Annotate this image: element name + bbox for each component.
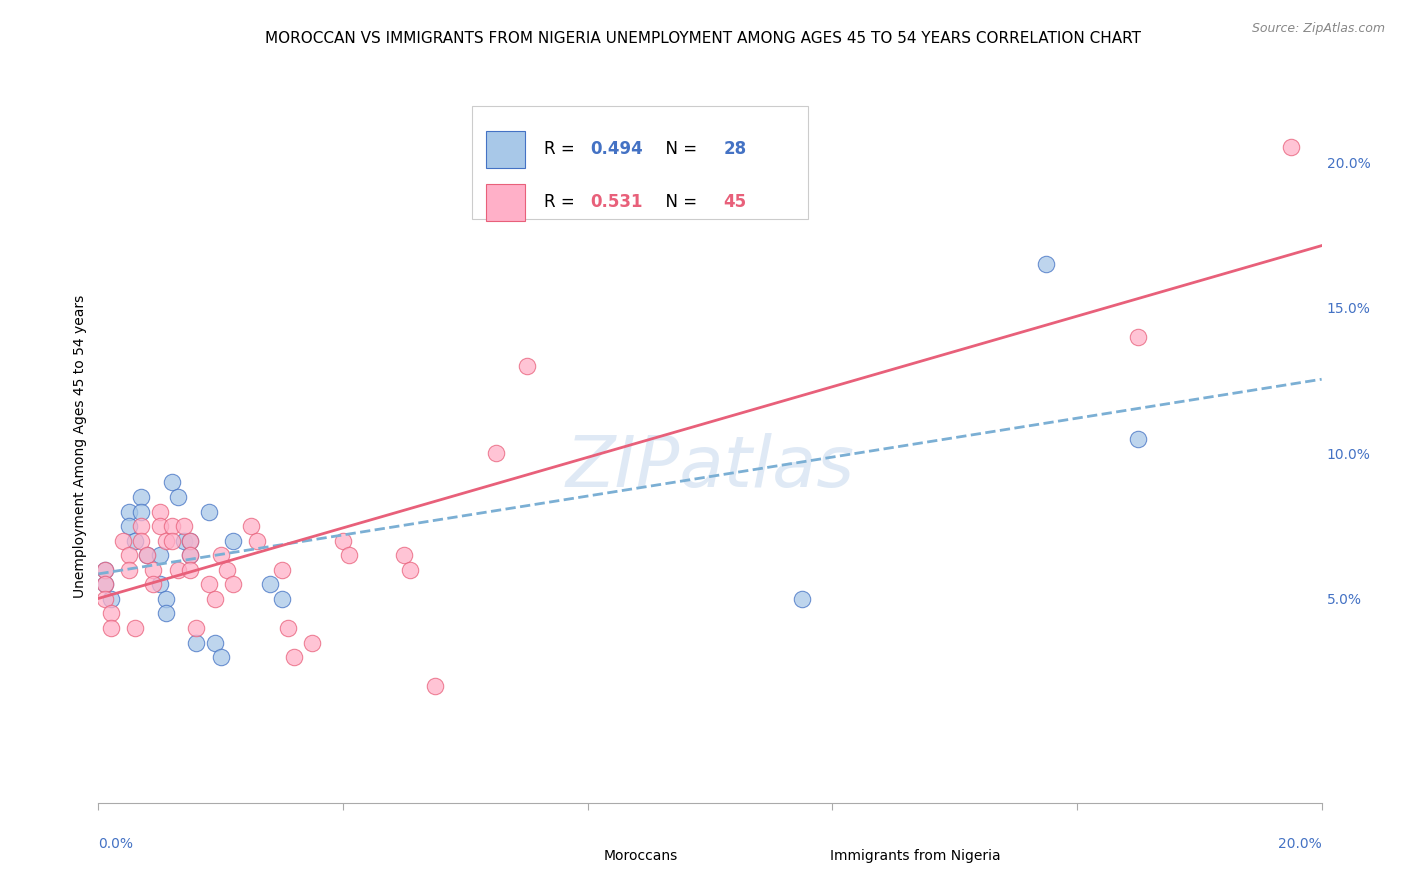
Point <box>209 650 232 665</box>
Text: ZIPatlas: ZIPatlas <box>565 433 855 502</box>
Point <box>204 591 226 606</box>
FancyBboxPatch shape <box>471 106 808 219</box>
Point <box>1128 432 1150 446</box>
Point <box>118 548 141 562</box>
Point <box>1128 330 1150 344</box>
Point <box>100 591 122 606</box>
Point <box>93 563 115 577</box>
Point <box>129 533 152 548</box>
Point <box>167 563 190 577</box>
Point <box>136 548 159 562</box>
Text: R =: R = <box>544 194 579 211</box>
Point <box>186 621 208 635</box>
Point <box>155 591 177 606</box>
Text: 0.531: 0.531 <box>591 194 643 211</box>
Point <box>142 577 165 591</box>
Point <box>423 679 446 693</box>
Point <box>129 504 152 518</box>
Point <box>124 621 146 635</box>
Point <box>301 635 323 649</box>
Point <box>179 548 201 562</box>
Text: 28: 28 <box>724 140 747 158</box>
Point <box>149 519 172 533</box>
Point <box>111 533 134 548</box>
Y-axis label: Unemployment Among Ages 45 to 54 years: Unemployment Among Ages 45 to 54 years <box>73 294 87 598</box>
Point <box>186 635 208 649</box>
Point <box>222 533 245 548</box>
Point <box>516 359 538 373</box>
Point <box>149 548 172 562</box>
FancyBboxPatch shape <box>486 130 526 168</box>
Text: Source: ZipAtlas.com: Source: ZipAtlas.com <box>1251 22 1385 36</box>
Point <box>118 563 141 577</box>
FancyBboxPatch shape <box>486 184 526 220</box>
Point <box>204 635 226 649</box>
Text: 0.494: 0.494 <box>591 140 643 158</box>
Text: N =: N = <box>655 140 703 158</box>
Point <box>100 607 122 621</box>
FancyBboxPatch shape <box>564 845 598 872</box>
Point <box>129 490 152 504</box>
Point <box>277 621 299 635</box>
Point <box>93 563 115 577</box>
Text: MOROCCAN VS IMMIGRANTS FROM NIGERIA UNEMPLOYMENT AMONG AGES 45 TO 54 YEARS CORRE: MOROCCAN VS IMMIGRANTS FROM NIGERIA UNEM… <box>264 31 1142 46</box>
FancyBboxPatch shape <box>790 845 824 872</box>
Point <box>129 519 152 533</box>
Point <box>1279 140 1302 154</box>
Point <box>160 533 183 548</box>
Point <box>332 533 354 548</box>
Point <box>155 607 177 621</box>
Point <box>155 533 177 548</box>
Point <box>790 591 813 606</box>
Point <box>337 548 360 562</box>
Point <box>118 504 141 518</box>
Text: 0.0%: 0.0% <box>98 837 134 851</box>
Point <box>149 504 172 518</box>
Point <box>173 519 195 533</box>
Point <box>270 591 292 606</box>
Point <box>209 548 232 562</box>
Point <box>485 446 508 460</box>
Point <box>179 533 201 548</box>
Text: 20.0%: 20.0% <box>1278 837 1322 851</box>
Point <box>173 533 195 548</box>
Point <box>215 563 238 577</box>
Point <box>399 563 422 577</box>
Point <box>179 548 201 562</box>
Point <box>197 577 219 591</box>
Text: Immigrants from Nigeria: Immigrants from Nigeria <box>830 849 1001 863</box>
Point <box>93 577 115 591</box>
Text: R =: R = <box>544 140 579 158</box>
Point <box>149 577 172 591</box>
Point <box>283 650 305 665</box>
Point <box>160 475 183 490</box>
Point <box>197 504 219 518</box>
Point <box>118 519 141 533</box>
Text: Moroccans: Moroccans <box>603 849 678 863</box>
Point <box>179 533 201 548</box>
Point <box>100 621 122 635</box>
Point <box>124 533 146 548</box>
Point <box>392 548 416 562</box>
Point <box>246 533 269 548</box>
Text: N =: N = <box>655 194 703 211</box>
Point <box>179 563 201 577</box>
Point <box>222 577 245 591</box>
Point <box>93 591 115 606</box>
Point <box>270 563 292 577</box>
Point <box>136 548 159 562</box>
Point <box>240 519 263 533</box>
Point <box>160 519 183 533</box>
Point <box>167 490 190 504</box>
Point <box>259 577 281 591</box>
Text: 45: 45 <box>724 194 747 211</box>
Point <box>142 563 165 577</box>
Point <box>1035 257 1057 271</box>
Point <box>93 577 115 591</box>
